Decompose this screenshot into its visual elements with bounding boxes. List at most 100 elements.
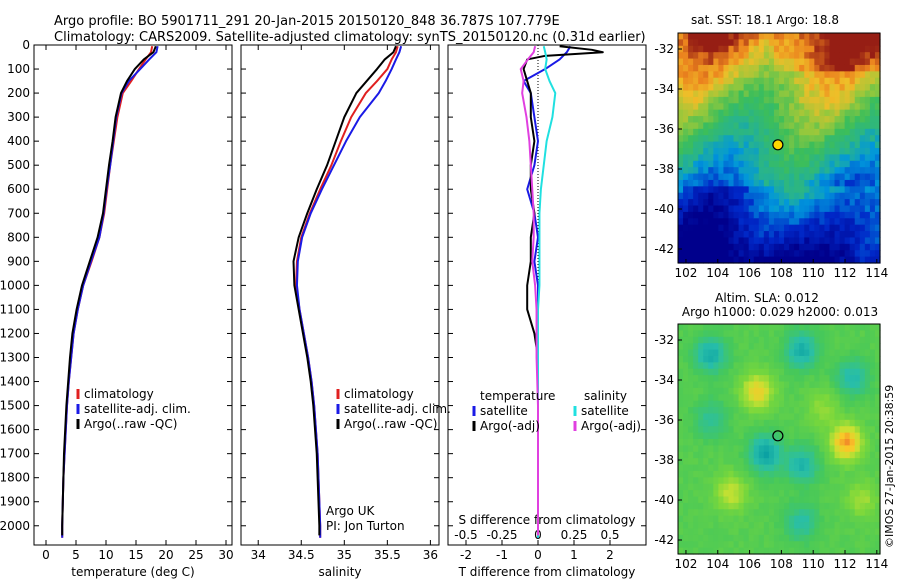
map-cell [713,387,719,395]
map-cell [733,243,740,251]
map-cell [779,400,785,408]
map-cell [738,154,745,162]
map-cell [859,375,866,383]
map-cell [829,39,836,47]
map-cell [698,400,704,408]
map-cell [718,256,725,264]
map-cell [844,103,851,111]
map-cell [814,256,820,264]
map-cell [874,77,881,85]
map-cell [829,109,836,117]
map-cell [728,394,735,402]
map-cell [824,218,831,226]
map-cell [733,116,740,124]
map-cell [779,122,785,130]
map-cell [768,148,775,155]
depth-tick-label: 400 [7,134,30,148]
map-cell [688,349,694,357]
map-cell [834,33,841,40]
map-cell [683,243,689,251]
map-cell [854,432,861,440]
map-cell [723,199,730,207]
map-cell [748,394,755,402]
map-cell [819,90,826,98]
map-cell [733,368,740,376]
map-cell [743,400,750,408]
map-cell [763,349,770,357]
map-cell [789,39,795,47]
map-cell [839,33,846,40]
map-cell [713,122,719,130]
map-cell [743,103,750,111]
map-cell [874,400,881,408]
map-cell [703,375,709,383]
map-cell [839,541,846,549]
map-cell [708,343,714,351]
map-cell [809,502,815,510]
map-cell [758,250,765,258]
map-cell [698,413,704,421]
map-cell [768,256,775,264]
map-cell [723,160,730,168]
map-cell [814,135,820,143]
map-cell [688,186,694,194]
map-cell [859,439,866,446]
map-cell [849,419,856,427]
map-cell [748,90,755,98]
map-cell [829,33,836,40]
map-cell [829,413,836,421]
map-cell [789,160,795,168]
map-cell [859,336,866,344]
map-cell [728,362,735,370]
map-cell [864,349,871,357]
map-cell [733,324,740,331]
map-cell [869,199,876,207]
map-cell [753,349,760,357]
map-cell [824,324,831,331]
map-cell [794,522,800,530]
map-cell [844,116,851,124]
map-cell [794,547,800,555]
map-cell [738,103,745,111]
map-cell [819,381,826,389]
map-cell [844,349,851,357]
map-cell [768,77,775,85]
map-cell [784,343,790,351]
map-cell [839,413,846,421]
map-cell [819,199,826,207]
map-cell [849,349,856,357]
map-cell [753,243,760,251]
map-cell [804,330,810,338]
map-cell [748,154,755,162]
map-cell [703,160,709,168]
map-cell [784,413,790,421]
map-cell [753,368,760,376]
map-cell [748,58,755,66]
map-cell [799,490,805,498]
map-cell [839,432,846,440]
map-cell [809,154,815,162]
map-cell [773,502,780,510]
map-cell [844,186,851,194]
map-cell [804,84,810,92]
map-cell [849,192,856,200]
map-cell [819,496,826,504]
map-cell [763,477,770,485]
map-cell [738,324,745,331]
map-cell [869,394,876,402]
map-cell [809,439,815,446]
map-cell [794,490,800,498]
map-cell [708,483,714,491]
map-cell [784,381,790,389]
map-cell [834,541,841,549]
map-cell [768,477,775,485]
latitude-tick-label: -38 [654,162,674,176]
map-cell [794,451,800,459]
map-cell [874,451,881,459]
map-cell [753,218,760,226]
map-cell [678,413,684,421]
map-cell [738,33,745,40]
map-cell [698,77,704,85]
map-cell [789,96,795,104]
map-cell [864,439,871,446]
